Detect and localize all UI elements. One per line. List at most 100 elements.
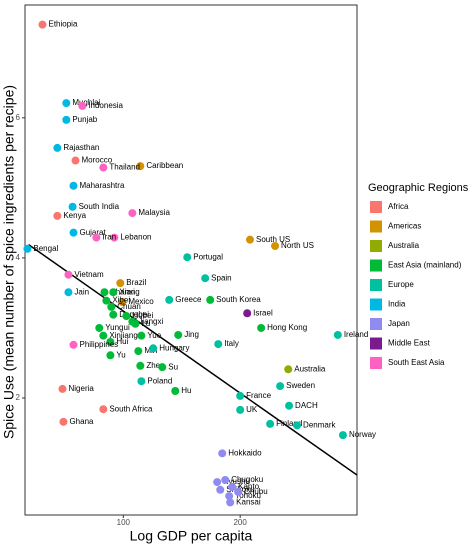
point-label: South Korea bbox=[216, 295, 261, 304]
point-label: Jain bbox=[74, 287, 89, 296]
point-label: Spain bbox=[211, 273, 231, 282]
point bbox=[62, 99, 71, 108]
point bbox=[284, 365, 293, 374]
point bbox=[38, 20, 47, 29]
point bbox=[53, 143, 62, 152]
point-label: Kansai bbox=[236, 497, 261, 506]
point bbox=[99, 163, 108, 172]
point-label: Kanto bbox=[238, 482, 259, 491]
point bbox=[78, 101, 87, 110]
point-label: Lebanon bbox=[120, 233, 151, 242]
point bbox=[245, 235, 254, 244]
point bbox=[106, 337, 115, 346]
point bbox=[137, 377, 146, 386]
point bbox=[69, 181, 78, 190]
point-label: Vietnam bbox=[74, 270, 104, 279]
point bbox=[285, 401, 294, 410]
point-label: Morocco bbox=[82, 156, 113, 165]
point-label: Finland bbox=[276, 419, 302, 428]
point bbox=[293, 421, 302, 430]
point bbox=[131, 319, 140, 328]
point-label: Hong Kong bbox=[267, 323, 307, 332]
legend-label: Australia bbox=[388, 241, 420, 250]
legend-swatch bbox=[370, 357, 382, 369]
point-label: Yungui bbox=[105, 323, 130, 332]
point-label: Malaysia bbox=[138, 208, 170, 217]
point bbox=[118, 298, 127, 307]
point-label: Portugal bbox=[193, 252, 223, 261]
point bbox=[243, 309, 252, 318]
point-label: Chuan bbox=[117, 302, 141, 311]
point bbox=[134, 347, 143, 356]
point bbox=[171, 387, 180, 396]
point bbox=[100, 288, 109, 297]
point bbox=[23, 244, 32, 253]
legend-label: India bbox=[388, 300, 406, 309]
point bbox=[137, 331, 146, 340]
legend-label: Japan bbox=[388, 319, 410, 328]
point-label: Thailand bbox=[109, 163, 140, 172]
point-label: Hubei bbox=[132, 311, 153, 320]
point-label: Kyushu bbox=[223, 477, 250, 486]
point bbox=[69, 340, 78, 349]
point-label: Su bbox=[168, 362, 178, 371]
point bbox=[236, 391, 245, 400]
point-label: Chugoku bbox=[231, 475, 263, 484]
legend-label: Africa bbox=[388, 202, 409, 211]
point-label: Yue bbox=[147, 331, 161, 340]
point bbox=[338, 431, 347, 440]
point bbox=[109, 310, 118, 319]
point bbox=[183, 253, 192, 262]
point-label: Mexico bbox=[128, 297, 154, 306]
point-label: Jiangxi bbox=[138, 317, 163, 326]
legend-swatch bbox=[370, 259, 382, 272]
x-axis-title: Log GDP per capita bbox=[130, 528, 253, 544]
point-label: North US bbox=[281, 241, 314, 250]
point-label: Zhe bbox=[146, 361, 160, 370]
point-label: Rajasthan bbox=[63, 143, 99, 152]
point-label: Hokkaido bbox=[228, 448, 262, 457]
point-label: South US bbox=[256, 235, 290, 244]
point-label: South India bbox=[79, 202, 120, 211]
point-label: UK bbox=[246, 405, 258, 414]
point-label: Shanxi bbox=[110, 287, 135, 296]
legend-label: Europe bbox=[388, 280, 414, 289]
point bbox=[53, 211, 62, 220]
point bbox=[68, 202, 77, 211]
point-label: Maharashtra bbox=[79, 181, 124, 190]
point-label: Gujarat bbox=[79, 228, 106, 237]
point-label: France bbox=[246, 391, 271, 400]
point-label: Dongbei bbox=[119, 310, 149, 319]
point bbox=[206, 295, 215, 304]
point-label: Caribbean bbox=[146, 161, 183, 170]
point bbox=[102, 296, 111, 305]
legend-label: Middle East bbox=[388, 339, 431, 348]
point-label: Hungary bbox=[159, 343, 189, 352]
point-label: Greece bbox=[175, 295, 202, 304]
point-label: Ghana bbox=[69, 417, 94, 426]
point-label: Punjab bbox=[72, 115, 97, 124]
legend-swatch bbox=[370, 240, 382, 252]
point-label: Ireland bbox=[344, 330, 368, 339]
point bbox=[218, 449, 227, 458]
point-label: Lu bbox=[141, 319, 150, 328]
point-label: Yu bbox=[116, 350, 125, 359]
point bbox=[271, 241, 280, 250]
point bbox=[214, 340, 223, 349]
legend-title: Geographic Regions bbox=[368, 182, 469, 194]
point bbox=[333, 330, 342, 339]
point bbox=[226, 498, 235, 507]
point bbox=[110, 233, 119, 242]
point bbox=[71, 156, 80, 165]
point bbox=[236, 405, 245, 414]
point-label: Australia bbox=[294, 364, 326, 373]
point bbox=[234, 487, 243, 496]
point bbox=[64, 288, 73, 297]
y-tick-label: 4 bbox=[16, 253, 21, 262]
point-label: Israel bbox=[253, 308, 273, 317]
point bbox=[128, 209, 137, 218]
point-label: Xinjiang bbox=[109, 331, 137, 340]
point-label: Italy bbox=[224, 339, 239, 348]
point bbox=[201, 274, 210, 283]
